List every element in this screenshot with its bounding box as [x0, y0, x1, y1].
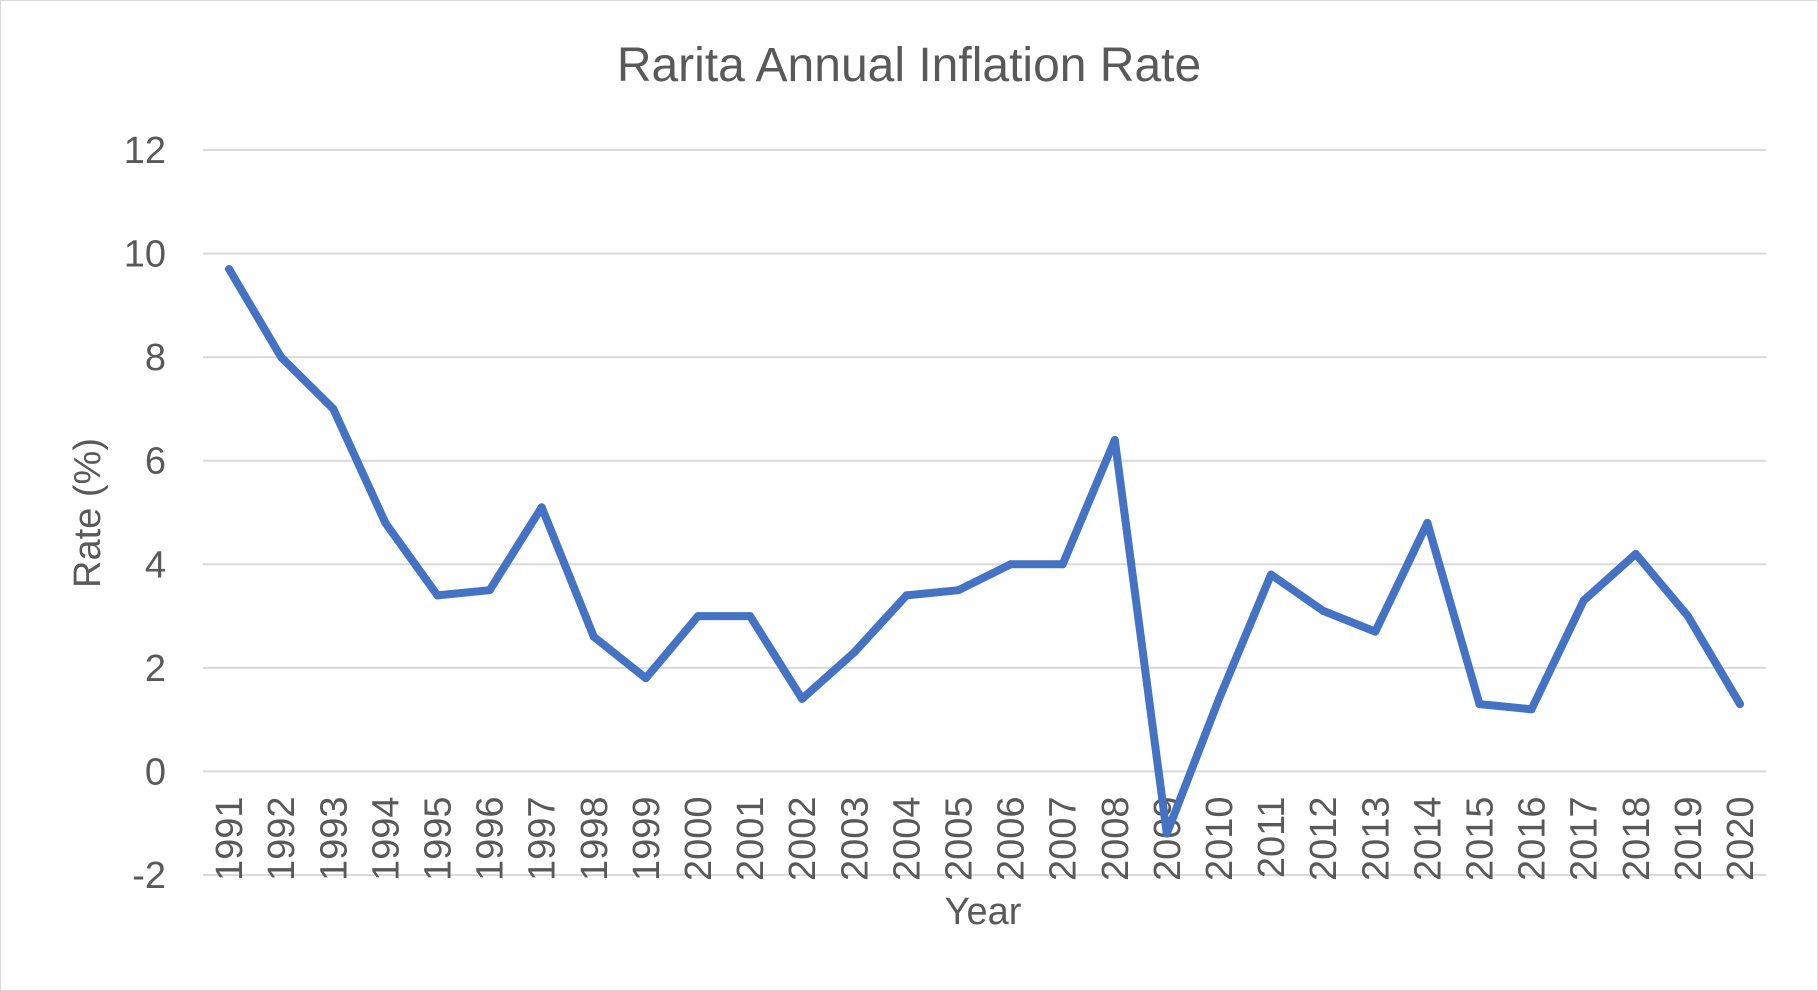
y-axis-ticks: -2 0 2 4 6 8 10 12	[124, 130, 166, 897]
data-point	[1631, 549, 1640, 558]
x-tick-label: 2003	[834, 796, 876, 881]
x-tick-label: 1995	[417, 796, 459, 881]
x-tick-label: 2013	[1355, 796, 1397, 881]
data-point	[746, 612, 755, 621]
x-tick-label: 2007	[1043, 796, 1085, 881]
x-tick-label: 2010	[1199, 796, 1241, 881]
data-point	[1683, 612, 1692, 621]
data-point	[381, 518, 390, 527]
series-layer	[225, 265, 1744, 838]
data-point	[1006, 560, 1015, 569]
data-point	[1579, 596, 1588, 605]
data-point	[277, 353, 286, 362]
data-point	[225, 265, 234, 274]
data-point	[1214, 694, 1223, 703]
y-axis-title: Rate (%)	[67, 438, 109, 588]
x-tick-label: 2016	[1512, 796, 1554, 881]
data-point	[798, 694, 807, 703]
x-tick-label: 2005	[938, 796, 980, 881]
x-tick-label: 2014	[1407, 796, 1449, 881]
chart-title: Rarita Annual Inflation Rate	[617, 39, 1201, 92]
data-point	[1110, 436, 1119, 444]
x-tick-label: 2006	[991, 796, 1033, 881]
series-line	[225, 265, 1744, 838]
data-point	[1527, 705, 1536, 714]
x-axis-ticks: 1991 1992 1993 1994 1995 1996 1997 1998 1999 2000…	[209, 796, 1762, 881]
x-axis-title: Year	[945, 891, 1022, 933]
gridlines	[203, 149, 1766, 876]
data-point	[1475, 700, 1484, 709]
y-tick-label: -2	[132, 855, 166, 897]
x-tick-label: 1994	[365, 796, 407, 881]
data-point	[902, 591, 911, 600]
data-point	[329, 404, 338, 413]
data-point	[1267, 570, 1276, 579]
data-point	[1058, 560, 1067, 569]
data-point	[485, 586, 494, 595]
x-tick-label: 2000	[678, 796, 720, 881]
data-point	[1319, 606, 1328, 615]
x-tick-label: 2002	[782, 796, 824, 881]
x-tick-label: 2018	[1616, 796, 1658, 881]
y-tick-label: 6	[145, 441, 166, 483]
data-point	[1735, 700, 1744, 709]
x-tick-label: 2012	[1303, 796, 1345, 881]
x-tick-label: 2008	[1095, 796, 1137, 881]
x-tick-label: 2011	[1251, 796, 1293, 878]
y-tick-label: 12	[124, 130, 166, 172]
x-tick-label: 2009	[1147, 796, 1189, 881]
data-point	[693, 612, 702, 621]
data-point	[850, 648, 859, 657]
x-tick-label: 1996	[470, 796, 512, 881]
y-tick-label: 10	[124, 234, 166, 276]
x-tick-label: 2019	[1668, 796, 1710, 881]
data-point	[641, 674, 650, 683]
data-point	[1162, 829, 1171, 838]
y-tick-label: 0	[145, 751, 166, 793]
x-tick-label: 2004	[886, 796, 928, 881]
x-tick-label: 1998	[574, 796, 616, 881]
x-tick-label: 1991	[209, 796, 251, 881]
x-tick-label: 1992	[261, 796, 303, 881]
y-tick-label: 8	[145, 337, 166, 379]
data-point	[954, 586, 963, 595]
y-tick-label: 4	[145, 544, 166, 586]
data-point	[589, 632, 598, 641]
data-point	[1423, 518, 1432, 527]
data-point	[1371, 627, 1380, 636]
x-tick-label: 1997	[522, 796, 564, 881]
data-point	[433, 591, 442, 600]
y-tick-label: 2	[145, 648, 166, 690]
x-tick-label: 1993	[313, 796, 355, 881]
x-tick-label: 2020	[1720, 796, 1762, 881]
x-tick-label: 1999	[626, 796, 668, 881]
x-tick-label: 2001	[730, 796, 772, 881]
x-tick-label: 2017	[1564, 796, 1606, 881]
x-tick-label: 2015	[1459, 796, 1501, 881]
data-point	[537, 503, 546, 512]
